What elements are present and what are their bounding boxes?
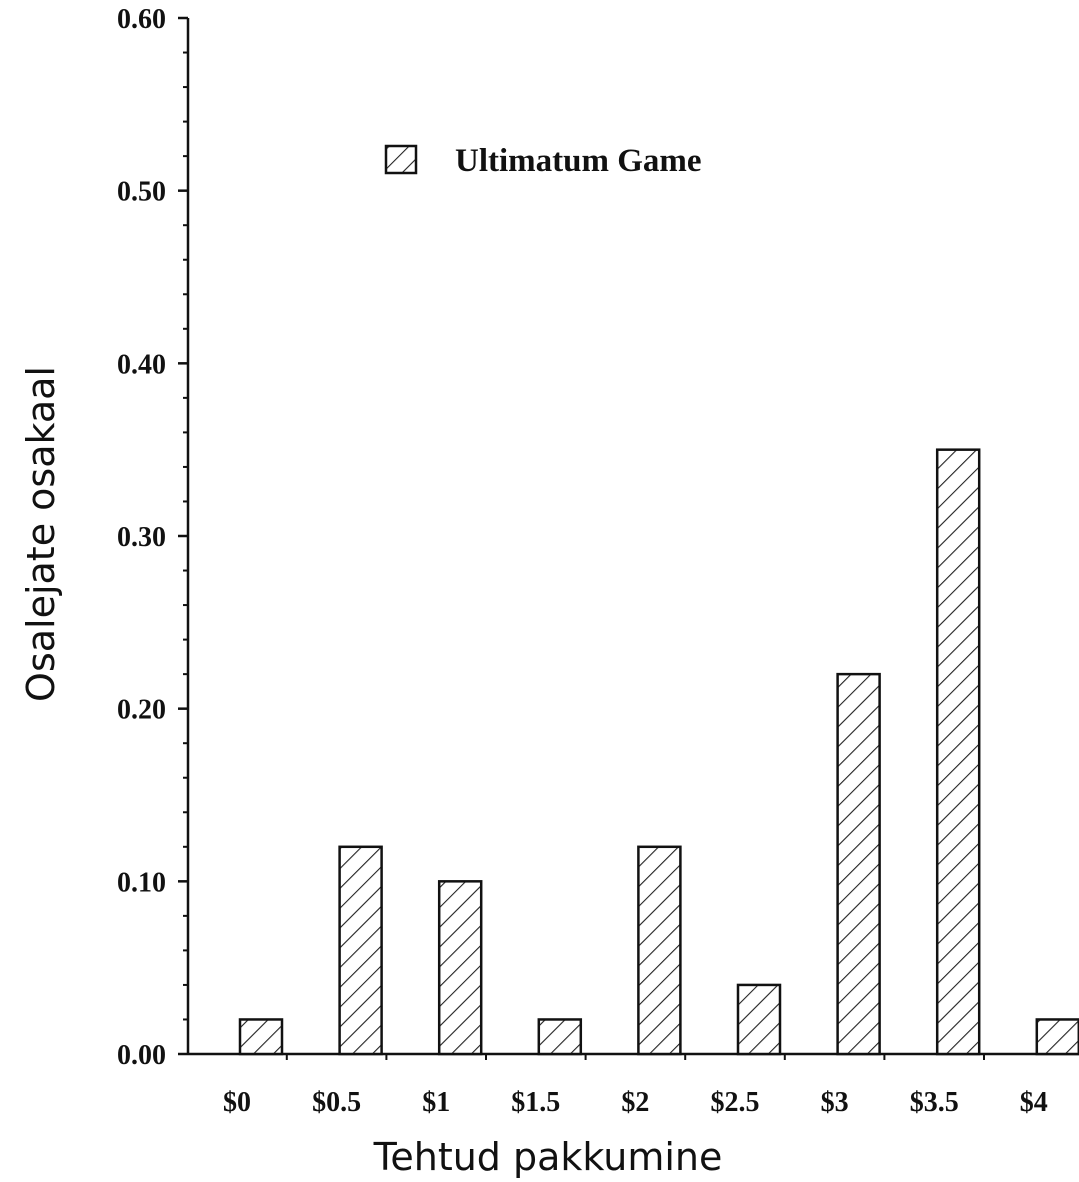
x-tick-label: $1 <box>422 1087 450 1118</box>
y-tick-label: 0.10 <box>117 867 166 898</box>
bar <box>437 880 483 1056</box>
y-axis-title: Osalejate osakaal <box>19 366 63 702</box>
y-tick-label: 0.20 <box>117 695 166 726</box>
y-tick-label: 0.30 <box>117 522 166 553</box>
bar <box>836 672 881 1056</box>
bar <box>935 448 981 1056</box>
y-tick-label: 0.60 <box>117 4 166 35</box>
x-tick-label: $2.5 <box>711 1087 760 1118</box>
bar <box>736 983 782 1056</box>
legend: Ultimatum Game <box>384 143 702 179</box>
x-tick-label: $2 <box>621 1087 649 1118</box>
x-axis-ticks: $0 $0.5 $1 $1.5 $2 $2.5 $3 $3.5 $4 <box>223 1054 1048 1118</box>
x-tick-label: $3 <box>821 1087 849 1118</box>
bar <box>338 845 383 1056</box>
bars-group <box>238 448 1079 1056</box>
x-tick-label: $1.5 <box>511 1087 560 1118</box>
bar <box>238 1018 284 1056</box>
x-tick-label: $0.5 <box>312 1087 361 1118</box>
x-tick-label: $3.5 <box>910 1087 959 1118</box>
bar <box>537 1018 583 1056</box>
legend-swatch <box>384 144 418 175</box>
y-axis-ticks: 0.00 0.10 0.20 0.30 0.40 0.50 0.60 <box>117 4 188 1071</box>
x-axis-title: Tehtud pakkumine <box>373 1135 723 1179</box>
x-tick-label: $0 <box>223 1087 251 1118</box>
bar <box>1035 1018 1079 1056</box>
legend-label: Ultimatum Game <box>455 143 702 179</box>
y-tick-label: 0.40 <box>117 349 166 380</box>
x-tick-label: $4 <box>1020 1087 1048 1118</box>
y-tick-label: 0.50 <box>117 177 166 208</box>
bar <box>637 845 682 1056</box>
y-tick-label: 0.00 <box>117 1040 166 1071</box>
